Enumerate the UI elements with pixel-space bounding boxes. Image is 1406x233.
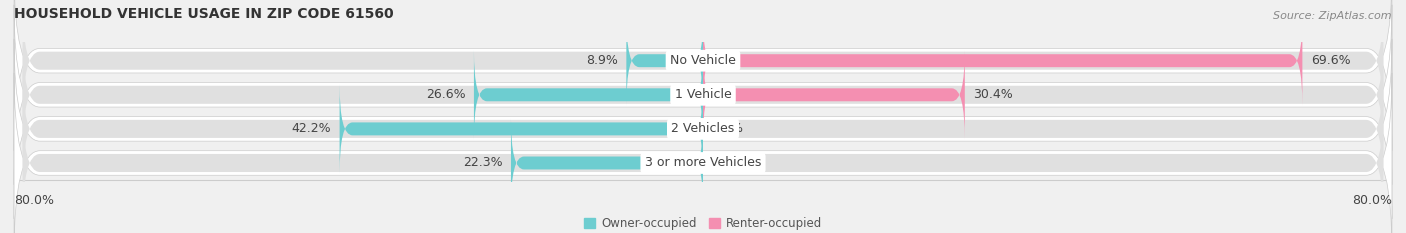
Text: 0.0%: 0.0% (711, 157, 744, 169)
Text: 0.0%: 0.0% (711, 122, 744, 135)
FancyBboxPatch shape (340, 84, 703, 174)
Text: 1 Vehicle: 1 Vehicle (675, 88, 731, 101)
Text: 8.9%: 8.9% (586, 54, 617, 67)
Text: 3 or more Vehicles: 3 or more Vehicles (645, 157, 761, 169)
FancyBboxPatch shape (510, 118, 703, 208)
FancyBboxPatch shape (22, 36, 1384, 154)
FancyBboxPatch shape (14, 0, 1392, 151)
FancyBboxPatch shape (14, 39, 1392, 219)
FancyBboxPatch shape (474, 50, 703, 140)
Text: 80.0%: 80.0% (1353, 194, 1392, 207)
Text: Source: ZipAtlas.com: Source: ZipAtlas.com (1274, 11, 1392, 21)
Text: 2 Vehicles: 2 Vehicles (672, 122, 734, 135)
Text: No Vehicle: No Vehicle (671, 54, 735, 67)
Text: 80.0%: 80.0% (14, 194, 53, 207)
FancyBboxPatch shape (14, 73, 1392, 233)
Text: 22.3%: 22.3% (463, 157, 502, 169)
Text: 42.2%: 42.2% (291, 122, 330, 135)
FancyBboxPatch shape (626, 16, 703, 105)
FancyBboxPatch shape (703, 16, 1302, 105)
Text: HOUSEHOLD VEHICLE USAGE IN ZIP CODE 61560: HOUSEHOLD VEHICLE USAGE IN ZIP CODE 6156… (14, 7, 394, 21)
FancyBboxPatch shape (22, 104, 1384, 222)
Text: 69.6%: 69.6% (1310, 54, 1351, 67)
Legend: Owner-occupied, Renter-occupied: Owner-occupied, Renter-occupied (579, 212, 827, 233)
Text: 26.6%: 26.6% (426, 88, 465, 101)
FancyBboxPatch shape (22, 2, 1384, 120)
FancyBboxPatch shape (14, 5, 1392, 185)
FancyBboxPatch shape (22, 70, 1384, 188)
FancyBboxPatch shape (703, 50, 965, 140)
Text: 30.4%: 30.4% (973, 88, 1014, 101)
